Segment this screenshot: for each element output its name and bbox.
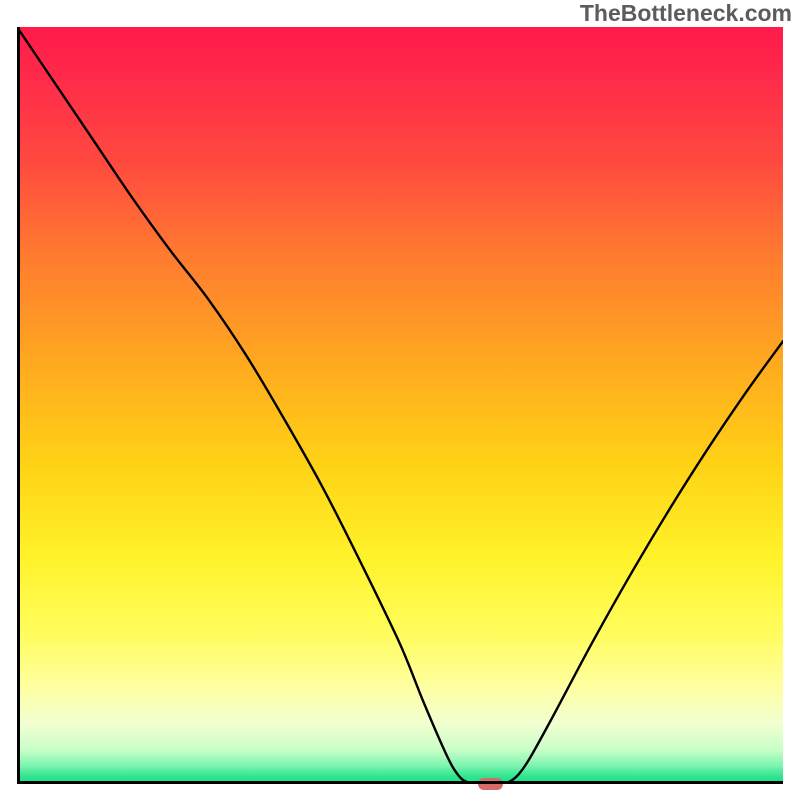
background-gradient xyxy=(17,27,783,784)
x-axis xyxy=(17,781,783,784)
chart-canvas: TheBottleneck.com xyxy=(0,0,800,800)
y-axis xyxy=(17,27,20,784)
plot-area xyxy=(17,27,783,784)
watermark-text: TheBottleneck.com xyxy=(580,0,792,27)
